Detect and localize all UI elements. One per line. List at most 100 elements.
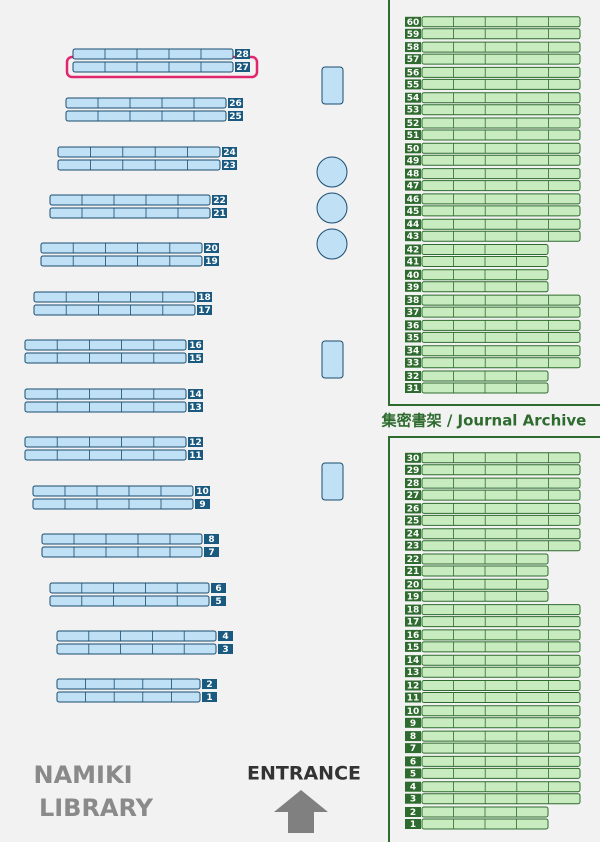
shelf-number: 12 [189,438,202,448]
archive-badge [405,332,421,343]
archive-number: 42 [407,246,420,256]
shelf [49,194,211,206]
shelf [24,436,187,448]
archive-number: 6 [410,757,416,767]
archive-badge [405,371,421,381]
shelf [72,48,234,60]
library-name: NAMIKI [34,761,133,789]
shelf [421,654,581,666]
archive-number: 3 [410,795,416,805]
shelf-number: 25 [229,112,242,122]
archive-number: 1 [410,820,416,830]
shelf [421,767,581,779]
shelf-number: 7 [208,548,214,558]
shelf-badge [197,292,212,302]
shelf [33,291,196,303]
archive-badge [405,16,421,27]
shelf-number: 11 [189,451,202,461]
shelf-number: 5 [215,597,221,607]
round-table [316,192,348,224]
shelf [421,53,581,65]
archive-number: 43 [407,232,420,242]
archive-badge [405,554,421,564]
shelf [421,680,581,691]
shelf [421,357,581,369]
shelf [421,16,581,28]
archive-number: 5 [410,769,416,779]
shelf [65,110,227,122]
archive-number: 7 [410,744,416,754]
archive-badge [405,42,421,53]
archive-number: 57 [407,55,420,65]
shelf [421,193,581,205]
archive-label: 集密書架 / Journal Archive [381,412,587,430]
entrance-label: ENTRANCE [247,763,361,785]
shelf [421,230,581,242]
shelf [40,242,203,254]
archive-badge [405,490,421,501]
archive-badge [405,168,421,179]
archive-number: 11 [407,694,420,704]
shelf [421,464,581,476]
archive-number: 27 [407,491,420,501]
shelf-badge [218,631,233,641]
shelf-number: 15 [189,354,202,364]
archive-badge [405,478,421,489]
archive-badge [405,244,421,255]
archive-badge [405,79,421,90]
shelf [421,104,581,116]
archive-number: 51 [407,131,420,141]
shelf [421,66,581,78]
archive-number: 40 [407,271,420,281]
archive-number: 47 [407,182,420,192]
shelf-number: 4 [222,632,228,642]
archive-badge [405,104,421,115]
archive-number: 36 [407,321,420,331]
shelf [421,129,581,141]
archive-number: 48 [407,170,420,180]
shelf-badge [188,450,203,460]
archive-badge [405,357,421,368]
shelves: 1234567891011121314151617181920212223242… [24,16,581,830]
archive-number: 15 [407,643,420,653]
archive-badge [405,130,421,140]
archive-number: 49 [407,156,420,166]
archive-badge [405,629,421,640]
shelf-number: 10 [196,487,209,497]
shelf [421,41,581,53]
shelf-number: 22 [213,196,226,206]
archive-number: 18 [407,606,420,616]
shelf-badge [228,111,243,121]
archive-badge [405,528,421,539]
archive-number: 30 [407,454,420,464]
archive-badge [405,143,421,154]
shelf [421,604,581,616]
shelf-number: 9 [199,500,205,510]
shelf [41,533,203,545]
shelf-number: 8 [208,535,214,545]
shelf [32,498,194,510]
shelf [24,401,187,413]
shelf-badge [188,389,203,399]
archive-badge [405,320,421,331]
shelf [421,742,581,754]
archive-number: 26 [407,504,420,514]
shelf [421,502,581,514]
archive-number: 19 [407,592,420,602]
archive-number: 29 [407,466,420,476]
shelf [421,117,581,129]
shelf [421,540,581,552]
shelf-badge [195,499,210,509]
archive-number: 60 [407,18,420,28]
archive-badge [405,616,421,627]
shelf-badge [204,243,219,253]
archive-number: 33 [407,359,420,369]
archive-badge [405,667,421,678]
archive-badge [405,781,421,792]
archive-badge [405,819,421,829]
shelf-number: 24 [223,148,236,158]
shelf-number: 28 [236,50,249,60]
archive-number: 31 [407,384,420,394]
archive-badge [405,692,421,703]
shelf [421,781,581,793]
